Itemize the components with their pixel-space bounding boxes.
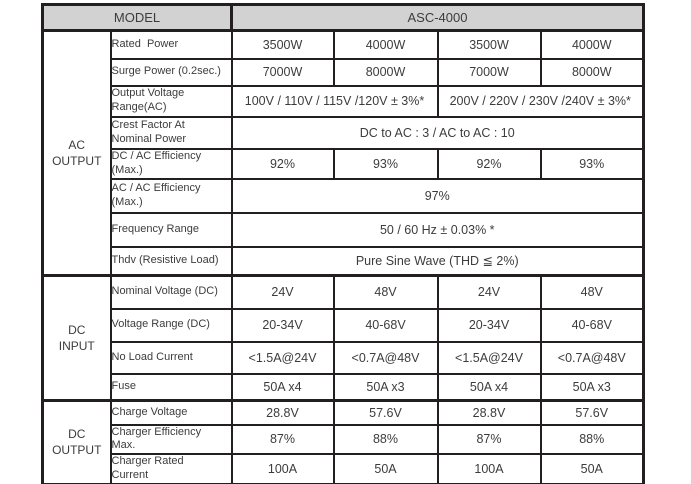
value-cell: 48V <box>332 274 439 310</box>
value-cell: 93% <box>539 147 645 180</box>
row-label-rated-power: Rated Power <box>109 29 233 60</box>
value-cell: 100V / 110V / 115V /120V ± 3%* <box>230 84 439 118</box>
row-label-thdv: Thdv (Resistive Load) <box>109 245 233 277</box>
value-cell: 8000W <box>539 57 645 87</box>
value-cell: Pure Sine Wave (THD ≦ 2%) <box>230 245 645 277</box>
value-cell: 50A x3 <box>539 372 645 402</box>
value-cell: 8000W <box>332 57 439 87</box>
value-cell: <0.7A@48V <box>332 340 439 375</box>
value-cell: 93% <box>332 147 439 180</box>
value-cell: 50A <box>332 453 439 484</box>
value-cell: 40-68V <box>539 307 645 343</box>
table-row: DC INPUT Nominal Voltage (DC) 24V 48V 24… <box>41 274 645 402</box>
value-cell: 87% <box>436 423 542 455</box>
value-cell: 20-34V <box>436 307 542 343</box>
section-group-dc-input: DC INPUT <box>41 274 112 402</box>
table-row: AC OUTPUT Rated Power 3500W 4000W 3500W … <box>41 29 645 277</box>
value-cell: 92% <box>230 147 335 180</box>
row-label-frequency-range: Frequency Range <box>109 211 233 248</box>
table-row: Output Voltage Range(AC) 100V / 110V / 1… <box>43 84 645 118</box>
value-cell: 88% <box>539 423 645 455</box>
value-cell: 7000W <box>436 57 542 87</box>
value-cell: 4000W <box>332 29 439 60</box>
value-cell: 20-34V <box>230 307 335 343</box>
value-cell: 88% <box>332 423 439 455</box>
value-cell: 28.8V <box>230 399 335 426</box>
row-label-nominal-voltage: Nominal Voltage (DC) <box>109 274 233 310</box>
value-cell: 57.6V <box>539 399 645 426</box>
table-row: AC / AC Efficiency (Max.) 97% <box>43 177 645 214</box>
value-cell: 28.8V <box>436 399 542 426</box>
table-header-row: MODEL ASC-4000 <box>41 3 645 32</box>
table-row: Charger Rated Current 100A 50A 100A 50A <box>43 453 645 484</box>
model-value-cell: ASC-4000 <box>230 3 645 32</box>
table-row: Voltage Range (DC) 20-34V 40-68V 20-34V … <box>43 307 645 343</box>
value-cell: <0.7A@48V <box>539 340 645 375</box>
table-row: DC / AC Efficiency (Max.) 92% 93% 92% 93… <box>43 147 645 180</box>
row-label-no-load-current: No Load Current <box>109 340 233 375</box>
table-row: Fuse 50A x4 50A x3 50A x4 50A x3 <box>43 372 645 402</box>
row-label-output-voltage-range: Output Voltage Range(AC) <box>109 84 233 118</box>
value-cell: 4000W <box>539 29 645 60</box>
table-row: Frequency Range 50 / 60 Hz ± 0.03% * <box>43 211 645 248</box>
row-label-ac-ac-efficiency: AC / AC Efficiency (Max.) <box>109 177 233 214</box>
section-group-dc-output: DC OUTPUT <box>41 399 112 484</box>
row-label-fuse: Fuse <box>109 372 233 402</box>
value-cell: DC to AC : 3 / AC to AC : 10 <box>230 115 645 150</box>
value-cell: 50A x4 <box>230 372 335 402</box>
row-label-dc-ac-efficiency: DC / AC Efficiency (Max.) <box>109 147 233 180</box>
value-cell: 24V <box>436 274 542 310</box>
table-row: Thdv (Resistive Load) Pure Sine Wave (TH… <box>43 245 645 277</box>
value-cell: 97% <box>230 177 645 214</box>
value-cell: 100A <box>436 453 542 484</box>
row-label-charger-efficiency: Charger Efficiency Max. <box>109 423 233 455</box>
value-cell: <1.5A@24V <box>436 340 542 375</box>
value-cell: <1.5A@24V <box>230 340 335 375</box>
table-row: Charger Efficiency Max. 87% 88% 87% 88% <box>43 423 645 455</box>
value-cell: 57.6V <box>332 399 439 426</box>
value-cell: 50A x3 <box>332 372 439 402</box>
value-cell: 50A x4 <box>436 372 542 402</box>
value-cell: 50 / 60 Hz ± 0.03% * <box>230 211 645 248</box>
row-label-voltage-range: Voltage Range (DC) <box>109 307 233 343</box>
value-cell: 24V <box>230 274 335 310</box>
section-group-ac-output: AC OUTPUT <box>41 29 112 277</box>
row-label-surge-power: Surge Power (0.2sec.) <box>109 57 233 87</box>
value-cell: 87% <box>230 423 335 455</box>
row-label-charge-voltage: Charge Voltage <box>109 399 233 426</box>
value-cell: 3500W <box>436 29 542 60</box>
value-cell: 100A <box>230 453 335 484</box>
spec-table: MODEL ASC-4000 AC OUTPUT Rated Power 350… <box>41 3 645 484</box>
value-cell: 7000W <box>230 57 335 87</box>
row-label-charger-rated-current: Charger Rated Current <box>109 453 233 484</box>
value-cell: 200V / 220V / 230V /240V ± 3%* <box>436 84 645 118</box>
table-row: DC OUTPUT Charge Voltage 28.8V 57.6V 28.… <box>41 399 645 484</box>
value-cell: 48V <box>539 274 645 310</box>
value-cell: 50A <box>539 453 645 484</box>
value-cell: 3500W <box>230 29 335 60</box>
value-cell: 40-68V <box>332 307 439 343</box>
model-header-cell: MODEL <box>41 3 233 32</box>
table-row: Crest Factor At Nominal Power DC to AC :… <box>43 115 645 150</box>
row-label-crest-factor: Crest Factor At Nominal Power <box>109 115 233 150</box>
table-row: Surge Power (0.2sec.) 7000W 8000W 7000W … <box>43 57 645 87</box>
table-row: No Load Current <1.5A@24V <0.7A@48V <1.5… <box>43 340 645 375</box>
value-cell: 92% <box>436 147 542 180</box>
